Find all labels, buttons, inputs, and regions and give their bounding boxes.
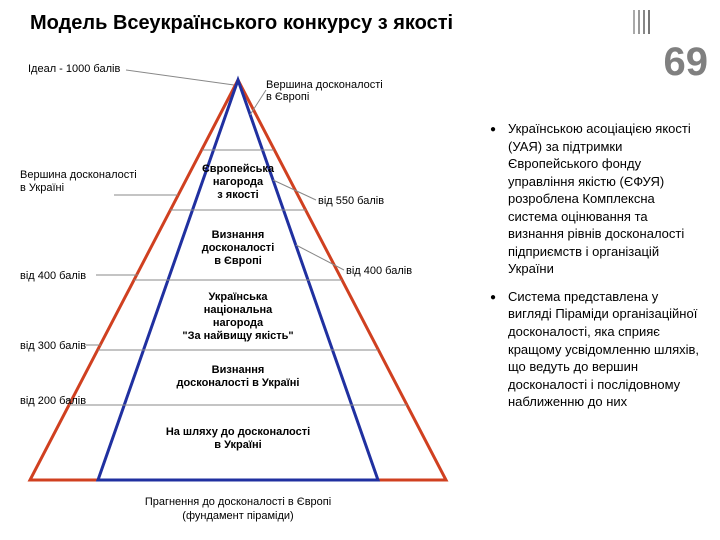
side-bullets: ● Українською асоціацією якості (УАЯ) за… — [490, 120, 705, 421]
footer-1: Прагнення до досконалості в Європі — [145, 496, 331, 508]
svg-text:в Європі: в Європі — [266, 91, 309, 103]
decor-lines — [633, 10, 650, 34]
lvl4-label: Визнання — [212, 364, 265, 376]
pyramid-diagram: Ідеал - 1000 балів Вершина досконалості … — [18, 60, 458, 530]
bullet-text: Система представлена у вигляді Піраміди … — [508, 288, 705, 411]
svg-text:нагорода: нагорода — [213, 317, 264, 329]
bullet-text: Українською асоціацією якості (УАЯ) за п… — [508, 120, 705, 278]
lvl2-label: Визнання — [212, 229, 265, 241]
svg-text:в Україні: в Україні — [214, 439, 261, 451]
footer-2: (фундамент піраміди) — [182, 510, 293, 522]
ideal-label: Ідеал - 1000 балів — [28, 63, 120, 75]
svg-text:досконалості в Україні: досконалості в Україні — [177, 377, 300, 389]
page-number: 69 — [664, 40, 709, 85]
lvl3-label: Українська — [208, 291, 268, 303]
left-200: від 200 балів — [20, 395, 86, 407]
svg-text:нагорода: нагорода — [213, 176, 264, 188]
left-300: від 300 балів — [20, 340, 86, 352]
bullet-icon: ● — [490, 120, 508, 278]
bullet-2: ● Система представлена у вигляді Пірамід… — [490, 288, 705, 411]
svg-text:в Європі: в Європі — [214, 255, 262, 267]
lvl5-label: На шляху до досконалості — [166, 426, 310, 438]
bullet-icon: ● — [490, 288, 508, 411]
page-title: Модель Всеукраїнського конкурсу з якості — [30, 12, 453, 35]
svg-text:"За найвищу якість": "За найвищу якість" — [182, 330, 293, 342]
left-apex-uk: Вершина досконалості — [20, 169, 137, 181]
right-400: від 400 балів — [346, 265, 412, 277]
svg-text:національна: національна — [204, 304, 273, 316]
apex-label: Вершина досконалості — [266, 79, 383, 91]
bullet-1: ● Українською асоціацією якості (УАЯ) за… — [490, 120, 705, 278]
svg-text:з якості: з якості — [217, 189, 258, 201]
svg-text:в Україні: в Україні — [20, 182, 64, 194]
left-400: від 400 балів — [20, 270, 86, 282]
lvl1-label: Європейська — [202, 163, 275, 175]
right-550: від 550 балів — [318, 195, 384, 207]
svg-text:досконалості: досконалості — [202, 242, 275, 254]
